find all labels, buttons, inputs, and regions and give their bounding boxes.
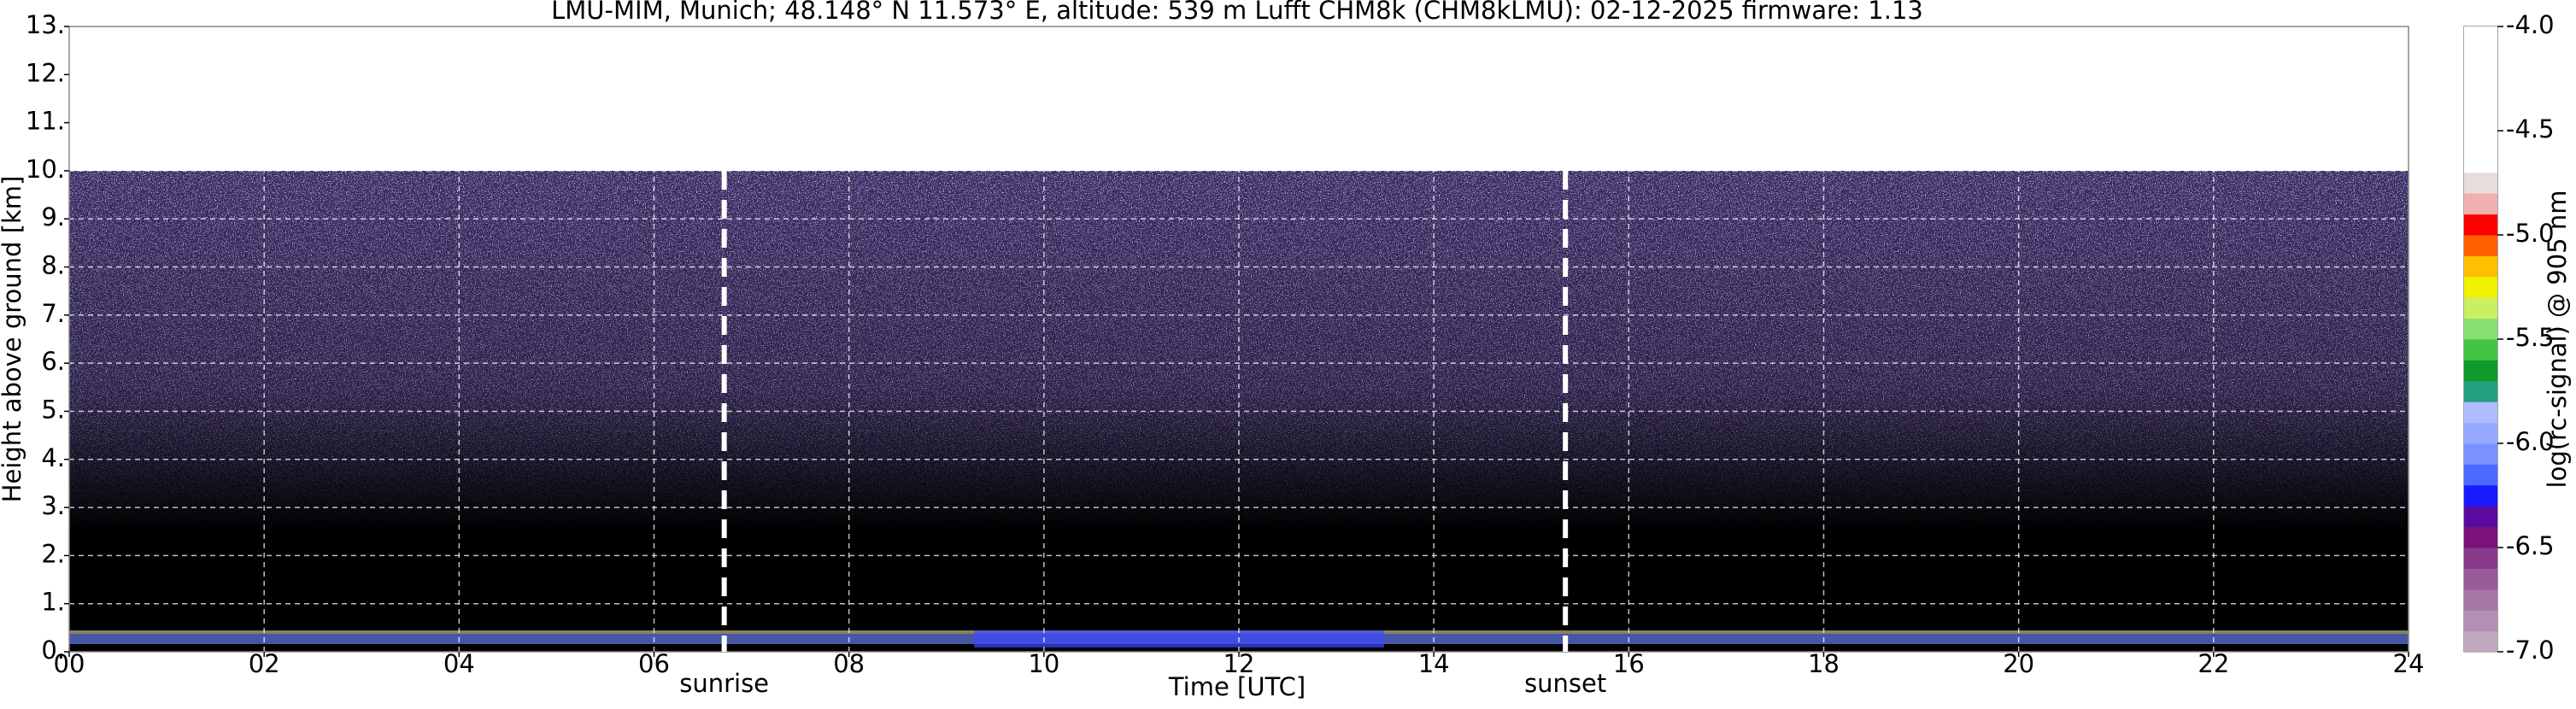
colorbar-band [2464, 464, 2497, 486]
y-tick-label: 11. [26, 107, 65, 136]
colorbar-band [2464, 548, 2497, 569]
y-tick-label: 5. [41, 395, 65, 424]
colorbar-band [2464, 214, 2497, 236]
colorbar-band [2464, 380, 2497, 402]
colorbar-band [2464, 506, 2497, 528]
colorbar-band [2464, 568, 2497, 590]
colorbar-band [2464, 276, 2497, 298]
sun-marker-label: sunset [1524, 669, 1606, 698]
colorbar-band [2464, 526, 2497, 548]
colorbar-band [2464, 318, 2497, 340]
colorbar-band [2464, 297, 2497, 319]
colorbar-tick-label: -7.0 [2506, 636, 2555, 665]
colorbar-band [2464, 193, 2497, 215]
colorbar-band [2464, 484, 2497, 507]
y-tick-label: 1. [41, 588, 65, 617]
chart-title: LMU-MIM, Munich; 48.148° N 11.573° E, al… [551, 0, 1923, 25]
colorbar-band [2464, 589, 2497, 611]
colorbar-band [2464, 630, 2497, 653]
y-tick-label: 3. [41, 491, 65, 520]
y-tick-label: 9. [41, 202, 65, 231]
colorbar-band [2464, 47, 2497, 69]
colorbar-band [2464, 610, 2497, 632]
y-axis-label: Height above ground [km] [0, 176, 26, 503]
colorbar-band [2464, 255, 2497, 278]
colorbar-band [2464, 172, 2497, 194]
colorbar-tick-label: -4.0 [2506, 10, 2555, 39]
y-tick-label: 4. [41, 443, 65, 472]
colorbar-band [2464, 360, 2497, 382]
colorbar-band [2464, 89, 2497, 111]
colorbar-band [2464, 443, 2497, 465]
colorbar-tick-label: -5.5 [2506, 323, 2555, 352]
x-axis-label: Time [UTC] [1168, 672, 1306, 701]
colorbar-tick-label: -4.5 [2506, 114, 2555, 144]
colorbar-band [2464, 422, 2497, 444]
colorbar-band [2464, 151, 2497, 173]
colorbar-band [2464, 401, 2497, 424]
colorbar-band [2464, 109, 2497, 132]
y-tick-label: 2. [41, 539, 65, 568]
colorbar-band [2464, 26, 2497, 48]
y-tick-label: 8. [41, 251, 65, 280]
colorbar-label: log(rc-signal) @ 905 nm [2543, 190, 2572, 489]
colorbar-band [2464, 235, 2497, 256]
colorbar-band [2464, 339, 2497, 360]
y-tick-label: 12. [26, 58, 65, 87]
y-tick-label: 0. [41, 636, 65, 665]
colorbar-band [2464, 131, 2497, 152]
colorbar-tick-label: -6.5 [2506, 531, 2555, 560]
y-tick-label: 10. [26, 155, 65, 184]
y-tick-label: 7. [41, 299, 65, 328]
colorbar-tick-label: -5.0 [2506, 219, 2555, 248]
colorbar-tick-label: -6.0 [2506, 427, 2555, 456]
y-tick-label: 13. [26, 10, 65, 39]
colorbar-band [2464, 67, 2497, 90]
y-tick-label: 6. [41, 347, 65, 376]
sun-marker-label: sunrise [679, 669, 769, 698]
